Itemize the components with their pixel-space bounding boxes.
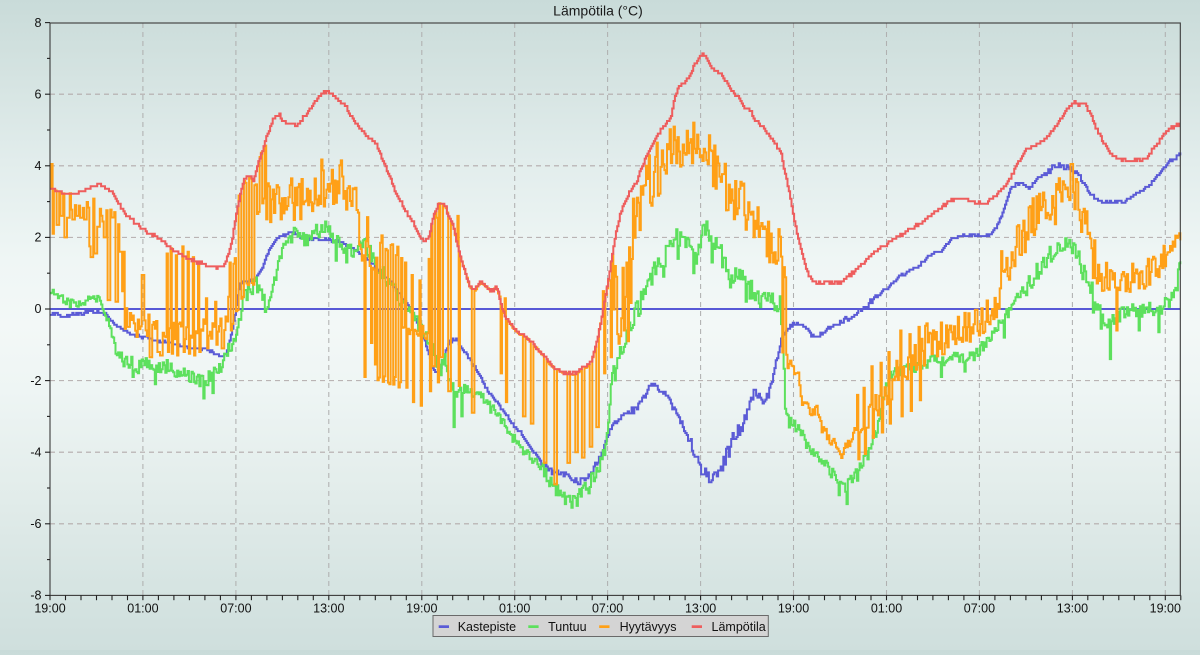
svg-text:01:00: 01:00 — [499, 602, 530, 616]
svg-text:01:00: 01:00 — [871, 602, 902, 616]
svg-text:13:00: 13:00 — [1057, 602, 1088, 616]
svg-text:Tuntuu: Tuntuu — [548, 620, 587, 634]
svg-text:19:00: 19:00 — [406, 602, 437, 616]
svg-text:13:00: 13:00 — [313, 602, 344, 616]
svg-text:Hyytävyys: Hyytävyys — [620, 620, 677, 634]
svg-text:-2: -2 — [30, 374, 41, 388]
svg-text:13:00: 13:00 — [685, 602, 716, 616]
svg-text:Lämpötila (°C): Lämpötila (°C) — [553, 3, 643, 19]
svg-text:8: 8 — [35, 16, 42, 30]
svg-text:-8: -8 — [30, 589, 41, 603]
svg-text:19:00: 19:00 — [778, 602, 809, 616]
svg-text:19:00: 19:00 — [34, 602, 65, 616]
svg-text:07:00: 07:00 — [592, 602, 623, 616]
svg-text:-6: -6 — [30, 517, 41, 531]
svg-text:07:00: 07:00 — [220, 602, 251, 616]
svg-text:-4: -4 — [30, 445, 41, 459]
svg-text:4: 4 — [35, 159, 42, 173]
svg-text:19:00: 19:00 — [1150, 602, 1181, 616]
svg-text:0: 0 — [35, 302, 42, 316]
svg-text:01:00: 01:00 — [127, 602, 158, 616]
svg-text:07:00: 07:00 — [964, 602, 995, 616]
svg-text:2: 2 — [35, 231, 42, 245]
svg-text:6: 6 — [35, 87, 42, 101]
svg-text:Lämpötila: Lämpötila — [712, 620, 766, 634]
svg-text:Kastepiste: Kastepiste — [458, 620, 516, 634]
